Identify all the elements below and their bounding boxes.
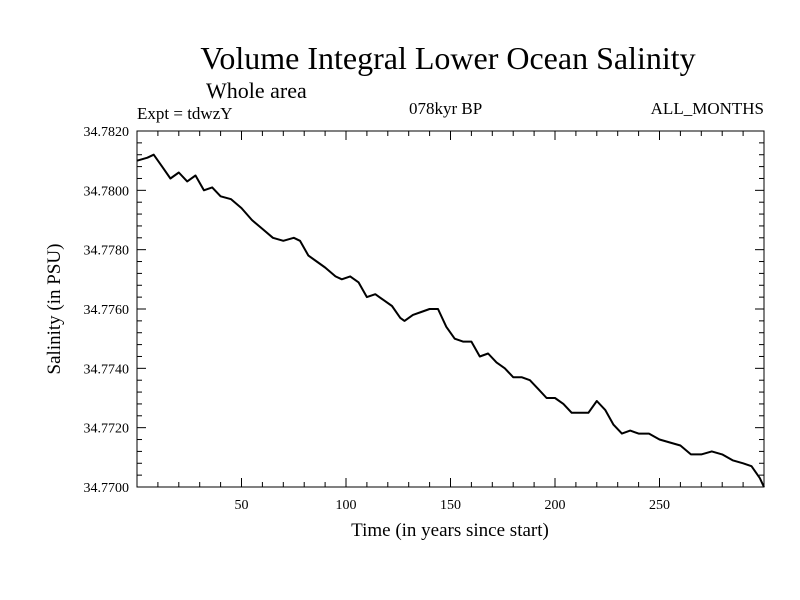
period-label: 078kyr BP [409, 99, 483, 118]
series-line [136, 153, 765, 488]
y-tick-label: 34.7800 [84, 184, 130, 199]
x-tick-label: 100 [336, 498, 357, 513]
months-label: ALL_MONTHS [650, 99, 764, 118]
tick-labels: 50 100 150 200 250 34.7700 34.7720 34.7740 34.77… [84, 125, 671, 513]
x-tick-label: 50 [235, 498, 249, 513]
y-tick-label: 34.7760 [84, 303, 130, 318]
y-axis-label: Salinity (in PSU) [44, 244, 65, 375]
experiment-label: Expt = tdwzY [137, 104, 233, 123]
plot-frame [136, 130, 765, 488]
y-tick-label: 34.7780 [84, 244, 130, 259]
chart-title: Volume Integral Lower Ocean Salinity [200, 40, 696, 76]
x-tick-label: 250 [649, 498, 670, 513]
y-tick-label: 34.7820 [84, 125, 130, 140]
axis-ticks [137, 131, 764, 487]
x-tick-label: 200 [545, 498, 566, 513]
y-tick-label: 34.7700 [84, 481, 130, 496]
x-axis-label: Time (in years since start) [351, 520, 549, 541]
chart-subtitle: Whole area [206, 78, 307, 103]
y-tick-label: 34.7720 [84, 422, 130, 437]
x-tick-label: 150 [440, 498, 461, 513]
y-tick-label: 34.7740 [84, 362, 130, 377]
